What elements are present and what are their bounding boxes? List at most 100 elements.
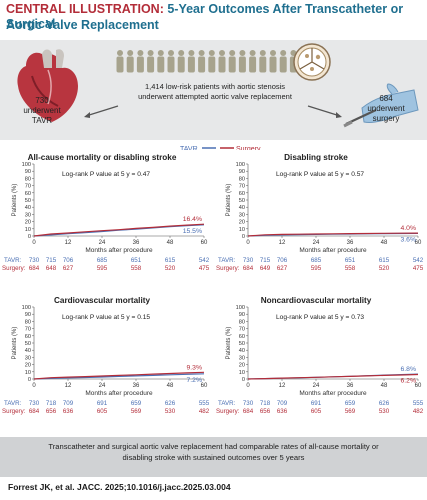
person-body	[157, 56, 165, 73]
x-tick-label: 24	[99, 240, 106, 246]
surgery-line	[247, 232, 419, 237]
person-body	[126, 56, 134, 73]
risk-tavr-value: 651	[345, 257, 356, 264]
y-tick-label: 50	[25, 341, 31, 347]
chart-panel: Cardiovascular mortality0102030405060708…	[0, 293, 213, 435]
person-head	[219, 50, 225, 56]
x-tick-label: 24	[313, 383, 320, 389]
x-tick-label: 12	[279, 240, 286, 246]
surgery-count: 684	[379, 94, 393, 103]
y-axis-label: Patients (%)	[12, 184, 18, 217]
y-tick-label: 50	[239, 341, 245, 347]
risk-surgery-value: 684	[243, 265, 254, 272]
p-value-annotation: Log-rank P value at 5 y = 0.57	[276, 171, 364, 178]
surgery-group: 684 underwent surgery	[352, 94, 420, 124]
x-tick-label: 12	[279, 383, 286, 389]
person-head	[147, 50, 154, 56]
x-tick-label: 60	[201, 383, 208, 389]
summary-band	[0, 437, 427, 477]
y-tick-label: 80	[25, 176, 31, 182]
x-tick-label: 48	[381, 240, 388, 246]
panel-title: All-cause mortality or disabling stroke	[28, 153, 177, 162]
tavr-count: 730	[35, 96, 49, 105]
end-value-label: 16.4%	[183, 216, 202, 223]
risk-tavr-value: 542	[199, 257, 210, 264]
risk-tavr-value: 730	[29, 257, 40, 264]
tavr-line	[33, 373, 205, 380]
summary-line2: disabling stroke with sustained outcomes…	[122, 452, 305, 462]
person-head	[208, 50, 215, 56]
risk-surgery-value: 569	[345, 408, 356, 415]
arrow-right-icon	[307, 105, 342, 118]
y-tick-label: 60	[239, 334, 245, 340]
person-body	[136, 56, 144, 73]
risk-surgery-value: 684	[243, 408, 254, 415]
panel-title: Cardiovascular mortality	[54, 296, 150, 305]
person-head	[137, 50, 144, 56]
x-tick-label: 60	[415, 240, 422, 246]
y-tick-label: 80	[25, 319, 31, 325]
y-axis-label: Patients (%)	[226, 184, 232, 217]
x-tick-label: 36	[347, 383, 354, 389]
gloved-hand-scalpel-icon	[343, 83, 419, 128]
x-tick-label: 24	[313, 240, 320, 246]
risk-surgery-value: 684	[29, 408, 40, 415]
y-tick-label: 0	[28, 234, 31, 240]
enrollment-line2: underwent attempted aortic valve replace…	[138, 92, 292, 101]
summary-line1: Transcatheter and surgical aortic valve …	[48, 442, 379, 451]
panel-bg	[214, 293, 427, 435]
y-tick-label: 10	[239, 370, 245, 376]
person-head	[157, 50, 164, 56]
x-axis-label: Months after procedure	[299, 247, 367, 254]
header-title-line1: CENTRAL ILLUSTRATION: 5-Year Outcomes Af…	[6, 2, 427, 32]
person-head	[188, 50, 195, 56]
person-body	[238, 56, 246, 73]
y-tick-label: 10	[25, 370, 31, 376]
risk-surgery-value: 656	[260, 408, 271, 415]
risk-surgery-value: 627	[277, 265, 288, 272]
end-value-label: 6.2%	[401, 378, 417, 385]
end-value-label: 9.3%	[187, 364, 203, 371]
risk-surgery-value: 520	[379, 265, 390, 272]
person-head	[239, 50, 246, 56]
risk-tavr-value: 718	[46, 400, 57, 407]
y-tick-label: 60	[239, 191, 245, 197]
risk-surgery-value: 520	[165, 265, 176, 272]
summary-text: Transcatheter and surgical aortic valve …	[20, 442, 407, 463]
y-tick-label: 30	[25, 212, 31, 218]
y-tick-label: 70	[239, 327, 245, 333]
risk-tavr-value: 709	[277, 400, 288, 407]
end-value-label: 3.6%	[401, 236, 417, 243]
risk-tavr-value: 615	[379, 257, 390, 264]
header-title-line2: Aortic Valve Replacement	[6, 18, 159, 32]
risk-surgery-value: 530	[379, 408, 390, 415]
person-body	[116, 56, 124, 73]
panel-bg	[214, 150, 427, 292]
person-body	[167, 56, 175, 73]
arrow-left-icon	[84, 105, 119, 118]
risk-surgery-label: Surgery:	[216, 408, 240, 415]
y-tick-label: 30	[239, 355, 245, 361]
risk-surgery-value: 595	[311, 265, 322, 272]
risk-surgery-value: 649	[260, 265, 271, 272]
person-body	[259, 56, 267, 73]
y-axis-label: Patients (%)	[226, 327, 232, 360]
header-title: 5-Year Outcomes After Transcatheter or S…	[6, 2, 404, 31]
y-tick-label: 80	[239, 176, 245, 182]
y-axis-label: Patients (%)	[12, 327, 18, 360]
y-tick-label: 100	[236, 162, 245, 168]
header: CENTRAL ILLUSTRATION: 5-Year Outcomes Af…	[0, 0, 427, 39]
risk-tavr-value: 615	[165, 257, 176, 264]
y-tick-label: 90	[25, 312, 31, 318]
tavr-group: 730 underwent TAVR	[8, 96, 76, 126]
y-tick-label: 10	[25, 227, 31, 233]
x-tick-label: 0	[246, 383, 250, 389]
x-tick-label: 48	[381, 383, 388, 389]
y-tick-label: 0	[28, 377, 31, 383]
x-tick-label: 36	[133, 240, 140, 246]
y-tick-label: 50	[239, 198, 245, 204]
y-tick-label: 70	[25, 327, 31, 333]
risk-tavr-value: 706	[63, 257, 74, 264]
risk-tavr-value: 626	[165, 400, 176, 407]
